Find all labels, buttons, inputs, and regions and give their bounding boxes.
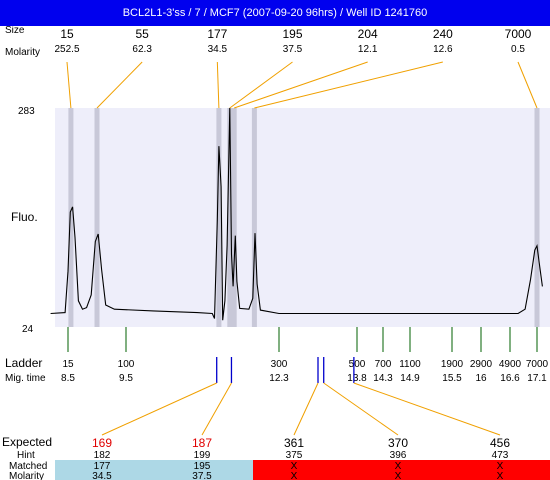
expected-size: 370: [388, 436, 408, 450]
matched-size: 177: [94, 461, 111, 472]
peak-band: [94, 108, 100, 327]
peak-connector: [254, 61, 443, 109]
peak-band: [231, 108, 237, 327]
expected-table: 16918217734.518719919537.5361375XX370396…: [55, 382, 550, 480]
peak-connector: [517, 61, 538, 109]
ladder-size: 700: [375, 359, 392, 370]
hint-size: 182: [94, 450, 111, 461]
matched-molarity: 34.5: [92, 471, 112, 480]
peak-size: 177: [207, 27, 227, 41]
peak-size: 55: [135, 27, 149, 41]
expected-connector: [101, 382, 217, 436]
peak-size: 204: [358, 27, 378, 41]
ladder-time: 16.6: [500, 373, 520, 384]
y-tick-top: 283: [18, 106, 35, 117]
expected-size: 187: [192, 436, 212, 450]
fluorescence-trace: [50, 107, 543, 321]
peak-connector: [216, 61, 220, 109]
peak-band: [216, 108, 222, 327]
ladder-size: 4900: [499, 359, 522, 370]
expected-label: Expected: [2, 435, 52, 449]
hint-size: 473: [492, 450, 509, 461]
matched-size: X: [395, 461, 402, 472]
matched-size: 195: [194, 461, 211, 472]
peak-molarity: 34.5: [208, 44, 228, 55]
ladder-size: 1900: [441, 359, 464, 370]
ladder-row: 15 8.5 100 9.5 300 12.3 500 13.8 700 14.3 1100 14.9…: [61, 327, 549, 384]
peak-size: 195: [282, 27, 302, 41]
ladder-time: 13.8: [347, 373, 367, 384]
ladder-size: 2900: [470, 359, 493, 370]
ladder-size: 15: [62, 359, 74, 370]
ladder-label: Ladder: [5, 356, 42, 370]
peak-molarity: 0.5: [511, 44, 525, 55]
hint-size: 199: [194, 450, 211, 461]
matched-molarity: 37.5: [192, 471, 212, 480]
peak-band: [534, 108, 540, 327]
expected-connector: [201, 382, 232, 436]
peak-connector: [66, 61, 72, 109]
marker-row: [216, 357, 355, 383]
peak-size: 240: [433, 27, 453, 41]
peaks-size-label: Size: [5, 25, 25, 36]
expected-size: 456: [490, 436, 510, 450]
expected-connector: [293, 382, 319, 436]
matched-molarity: X: [497, 471, 504, 480]
ladder-time: 15.5: [442, 373, 462, 384]
y-tick-bottom: 24: [22, 324, 34, 335]
ladder-size: 500: [349, 359, 366, 370]
peaks-molarity-label: Molarity: [5, 47, 40, 58]
ladder-size: 7000: [526, 359, 549, 370]
peak-molarity: 37.5: [283, 44, 303, 55]
peak-band: [68, 108, 74, 327]
expected-connector: [323, 382, 399, 436]
ladder-size: 1100: [399, 359, 421, 370]
peak-labels: 15 252.5 55 62.3 177 34.5 195 37.5 204 12.1 240 12.…: [54, 27, 531, 55]
peak-connector: [234, 61, 368, 109]
plot-area: [55, 108, 550, 327]
ladder-time: 14.9: [400, 373, 420, 384]
peak-molarity: 12.1: [358, 44, 378, 55]
matched-label: Matched: [9, 461, 47, 472]
peak-molarity: 252.5: [54, 44, 79, 55]
peak-bands: [68, 108, 540, 327]
peak-band: [251, 108, 257, 327]
matched-size: X: [497, 461, 504, 472]
ladder-time: 14.3: [373, 373, 393, 384]
ladder-time: 8.5: [61, 373, 75, 384]
expected-connector: [353, 382, 501, 436]
matched-background: [55, 460, 253, 480]
y-axis-label: Fluo.: [11, 210, 38, 224]
expected-size: 361: [284, 436, 304, 450]
peak-molarity: 12.6: [433, 44, 453, 55]
ladder-time: 17.1: [527, 373, 547, 384]
peak-molarity: 62.3: [132, 44, 152, 55]
ladder-size: 100: [118, 359, 135, 370]
peak-size: 15: [60, 27, 74, 41]
hint-size: 396: [390, 450, 407, 461]
peak-size: 7000: [505, 27, 532, 41]
molarity-label: Molarity: [9, 471, 44, 480]
peak-connector: [229, 61, 293, 109]
mig-time-label: Mig. time: [5, 373, 46, 384]
matched-molarity: X: [395, 471, 402, 480]
ladder-time: 12.3: [269, 373, 289, 384]
hint-label: Hint: [17, 450, 35, 461]
unmatched-background: [253, 460, 550, 480]
expected-size: 169: [92, 436, 112, 450]
ladder-time: 16: [475, 373, 487, 384]
peak-connectors: [66, 61, 538, 109]
chart-title: BCL2L1-3'ss / 7 / MCF7 (2007-09-20 96hrs…: [0, 0, 550, 26]
matched-molarity: X: [291, 471, 298, 480]
ladder-size: 300: [271, 359, 288, 370]
matched-size: X: [291, 461, 298, 472]
peak-connector: [96, 61, 143, 109]
hint-size: 375: [286, 450, 303, 461]
ladder-time: 9.5: [119, 373, 133, 384]
peak-band: [227, 108, 233, 327]
